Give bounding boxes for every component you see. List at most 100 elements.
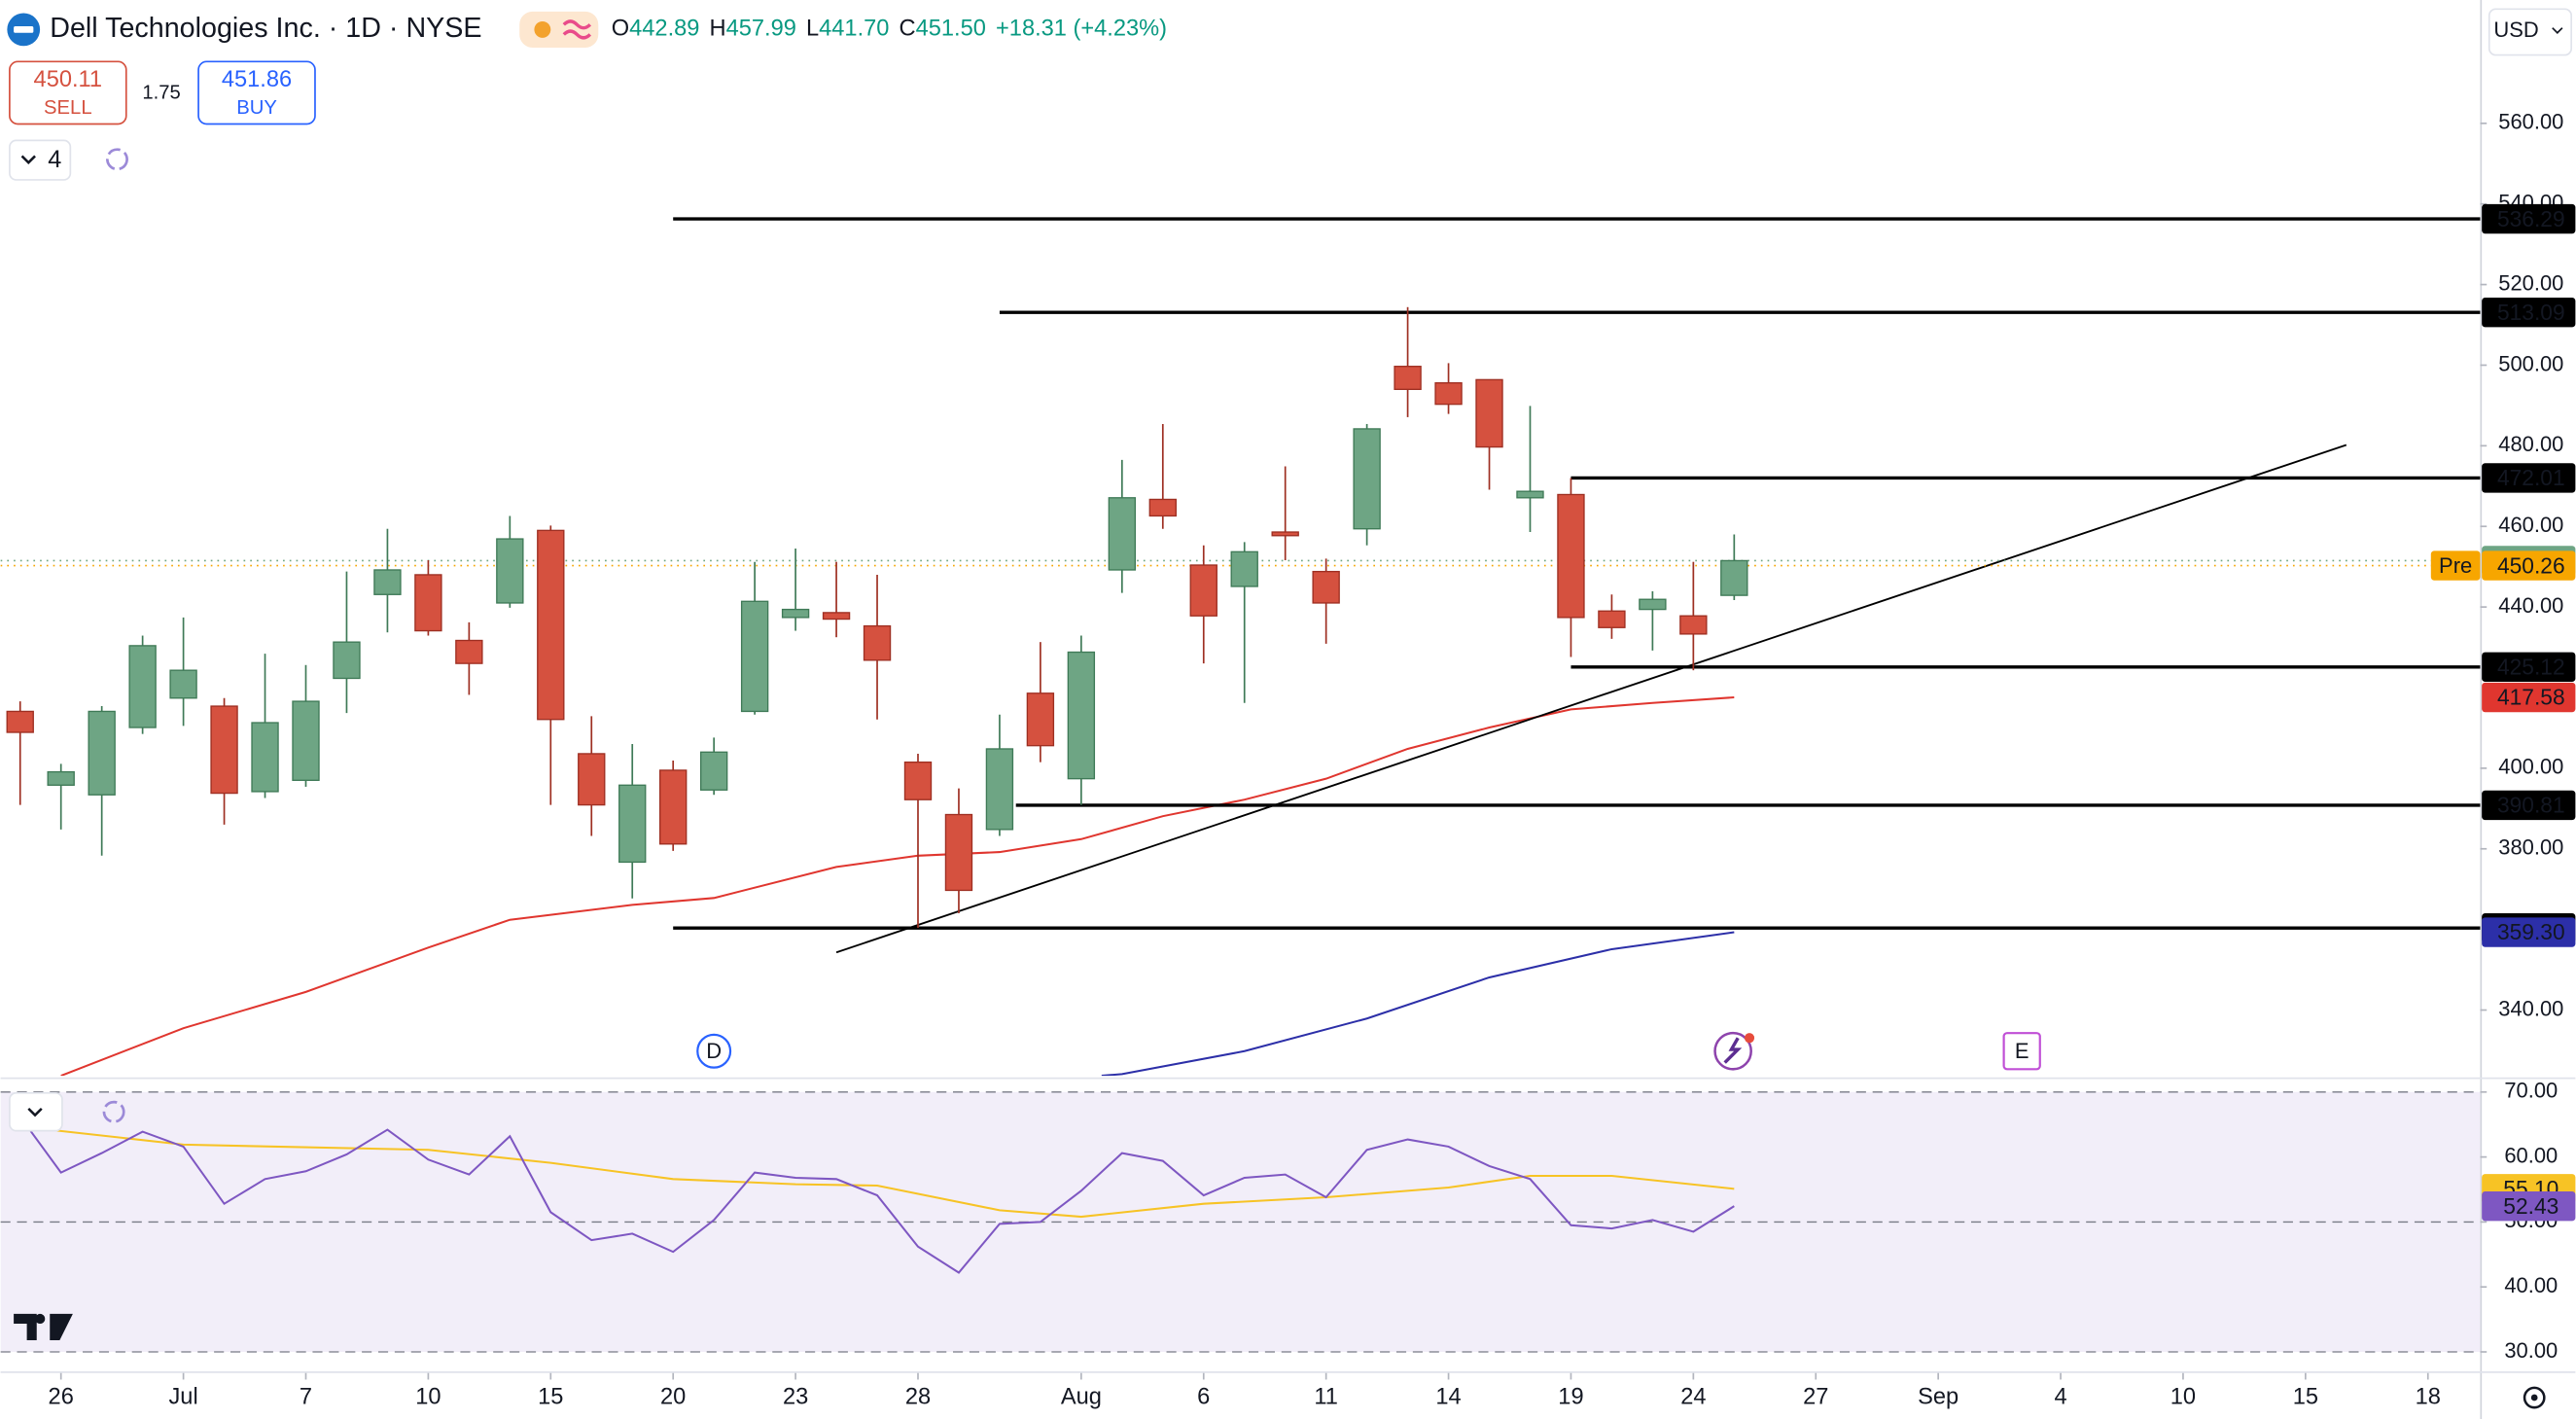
price-tag-label: 513.09 [2497,300,2565,325]
x-tick-label: 18 [2416,1384,2441,1409]
price-tag [2482,652,2576,682]
chart-title: Dell Technologies Inc. · 1D · NYSE [50,13,481,44]
tv-logo [14,1313,73,1340]
candle-body [1720,559,1748,596]
ohlc-label: H [710,17,726,42]
candle-body [944,813,973,892]
x-tick-label: 10 [415,1384,441,1409]
event-marker [2002,1032,2041,1071]
ohlc-value: 451.50 [916,17,986,42]
candle-body [537,529,565,721]
candle-body [333,641,361,680]
sell-label: SELL [44,97,92,119]
candle-body [1271,531,1299,537]
price-tag-label: 472.01 [2497,465,2565,490]
event-label: E [2015,1039,2029,1063]
candle-body [455,639,483,664]
candle-body [496,538,524,604]
candle-body [1353,428,1381,530]
settings-icon[interactable] [2523,1386,2546,1409]
sell-price: 450.11 [34,67,103,92]
candle-body [1026,692,1055,747]
ma200-line [1101,931,1735,1077]
candle-body [822,612,851,621]
y-tick-label: 380.00 [2498,835,2563,860]
buy-button[interactable] [197,60,316,125]
x-tick-label: 26 [49,1384,74,1409]
y-tick-label: 520.00 [2498,270,2563,295]
x-tick-label: 23 [783,1384,808,1409]
price-tag-label: 52.43 [2503,1193,2558,1219]
candle-body [781,608,810,619]
x-tick-label: 20 [660,1384,686,1409]
x-tick-label: 24 [1680,1384,1706,1409]
candle-body [1679,615,1708,635]
candle-body [128,645,157,728]
chevron-icon [2552,27,2563,34]
candle-body [1475,378,1503,448]
indicator-count: 4 [48,146,61,173]
chevron-icon [27,1107,43,1117]
indicators-toggle[interactable] [9,139,72,181]
x-tick-label: 19 [1558,1384,1583,1409]
y-tick-label: 480.00 [2498,432,2563,456]
rsi-collapse[interactable] [9,1091,63,1132]
x-tick-label: 27 [1803,1384,1828,1409]
buy-price: 451.86 [222,67,292,92]
price-tag-label: 536.29 [2497,206,2565,231]
rsi-tick-label: 60.00 [2504,1143,2558,1167]
candle-body [251,722,279,793]
x-tick-label: Jul [169,1384,198,1409]
spread: 1.75 [142,83,180,104]
x-tick-label: 11 [1314,1384,1338,1409]
price-tag-label: 359.30 [2497,919,2565,944]
candle-body [210,705,238,795]
ohlc-legend: O442.89 H457.99 L441.70 C451.50 +18.31 (+4.2… [612,17,1167,42]
price-tag-label: 390.81 [2497,793,2565,818]
candle-body [1434,382,1463,406]
news-bolt [1723,1037,1743,1064]
ohlc-value: 442.89 [629,17,699,42]
rsi-pane [0,1091,2481,1353]
price-tag-label: 425.12 [2497,654,2565,679]
ohlc-change: +18.31 (+4.23%) [996,17,1167,42]
candle-body [169,669,197,699]
candle-body [373,569,402,595]
price-tag [2482,790,2576,821]
ohlc-label: O [612,17,629,42]
rsi-line [18,1116,1735,1274]
candle-body [414,574,442,632]
trend-line [835,443,2347,954]
refresh-icon[interactable] [102,1100,125,1123]
candle-body [1516,490,1544,499]
sell-button[interactable] [9,60,127,125]
refresh-icon[interactable] [106,148,128,171]
x-tick-label: 10 [2170,1384,2196,1409]
candle-body [578,753,606,806]
y-tick-label: 440.00 [2498,593,2563,618]
candle-body [985,748,1014,831]
ma50-line [60,696,1735,1077]
event-label: D [706,1039,722,1063]
candle-body [863,624,892,661]
chevron-icon [20,155,36,164]
price-tag [2482,203,2576,234]
y-tick-label: 500.00 [2498,351,2563,375]
candle-body [903,761,933,800]
candle-body [1067,651,1096,780]
premarket-badge-label: Pre [2439,553,2472,578]
candle-body [6,710,34,733]
news-icon[interactable] [1713,1031,1752,1071]
logo-mark [14,26,34,33]
axes: 340.00380.00400.00440.00460.00480.00500.… [49,110,2564,1410]
x-tick-label: 4 [2054,1384,2066,1409]
rsi-tick-label: 40.00 [2504,1273,2558,1297]
candle-body [740,600,769,713]
x-tick-label: 28 [905,1384,931,1409]
price-pane [0,217,2481,1077]
x-tick-label: 7 [300,1384,312,1409]
candle-body [659,769,688,845]
currency-select[interactable] [2488,8,2573,56]
candle-body [1312,570,1340,604]
